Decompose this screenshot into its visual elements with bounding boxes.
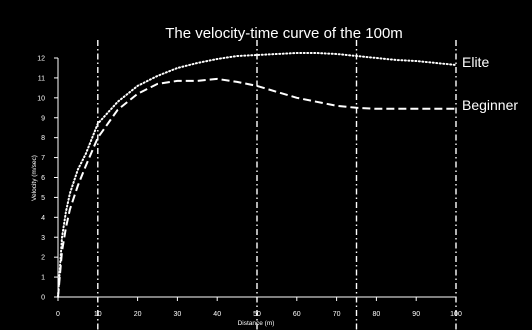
x-tick-label: 40 [213,311,221,318]
y-tick-label: 5 [41,195,45,202]
x-tick-label: 100 [450,311,462,318]
y-tick-label: 11 [38,75,45,82]
y-tick-label: 2 [41,255,45,262]
series-label-elite: Elite [462,54,489,70]
series-line-elite [57,52,457,298]
series-label-beginner: Beginner [462,97,518,113]
y-axis-label: Velocity (m/sec) [31,155,38,201]
reference-lines [97,40,457,330]
x-tick-label: 20 [134,311,142,318]
y-tick-label: 8 [41,135,45,142]
y-tick-label: 6 [41,175,45,182]
chart-title: The velocity-time curve of the 100m [165,25,403,42]
x-tick-label: 80 [373,311,381,318]
x-axis-label: Distance (m) [238,320,275,327]
y-tick-label: 4 [41,215,45,222]
series-lines [57,52,457,298]
y-tick-label: 3 [41,235,45,242]
x-tick-label: 50 [253,311,261,318]
x-tick-label: 60 [293,311,301,318]
y-tick-label: 9 [41,115,45,122]
x-ticks: 0 10 20 30 40 50 60 70 80 90 100 [56,297,462,318]
x-tick-label: 10 [94,311,102,318]
y-tick-label: 10 [37,95,45,102]
y-tick-label: 12 [37,56,45,63]
x-tick-label: 90 [412,311,420,318]
x-tick-label: 30 [174,311,182,318]
x-tick-label: 70 [333,311,341,318]
x-tick-label: 0 [56,311,60,318]
y-tick-label: 1 [41,275,45,282]
series-line-beginner [57,77,456,298]
y-tick-label: 7 [41,155,45,162]
y-tick-label: 0 [41,295,45,302]
